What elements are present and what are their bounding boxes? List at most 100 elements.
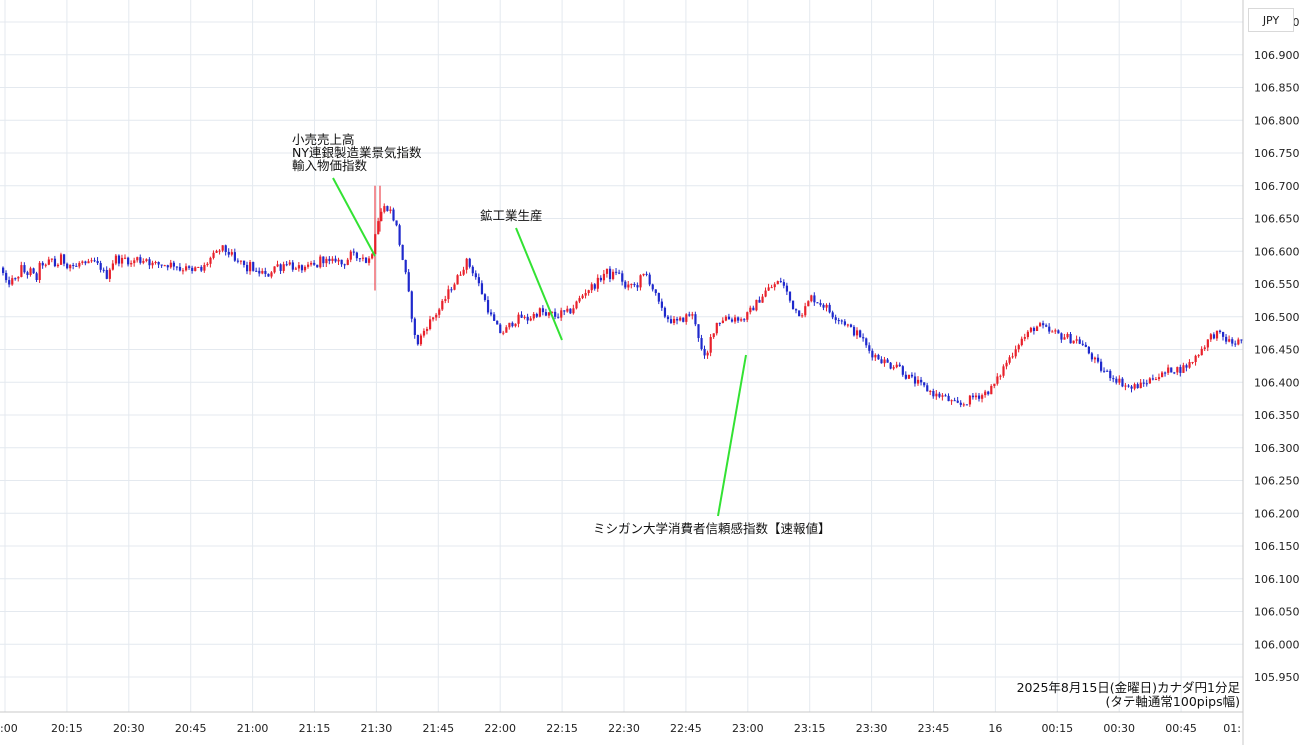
candle-body	[831, 312, 834, 318]
candle-body	[17, 276, 20, 279]
candle-body	[645, 273, 648, 275]
candle-body	[35, 273, 38, 280]
candle-body	[636, 285, 639, 288]
candle-body	[130, 263, 133, 265]
candle-body	[898, 364, 901, 367]
x-tick-label: 22:30	[608, 722, 640, 735]
candle-body	[804, 306, 807, 316]
candle-body	[32, 268, 35, 274]
candle-body	[230, 252, 233, 255]
annotation-line-text: NY連銀製造業景気指数	[292, 145, 422, 160]
candle-body	[917, 379, 920, 384]
candle-body	[1029, 327, 1033, 332]
candle-body	[1191, 362, 1194, 364]
candle-body	[901, 366, 904, 375]
candle-body	[663, 307, 667, 317]
candle-body	[1206, 339, 1209, 348]
candle-body	[868, 345, 871, 351]
candle-body	[14, 278, 17, 280]
candle-body	[447, 289, 450, 300]
candle-body	[111, 263, 114, 270]
candle-body	[340, 259, 343, 265]
x-tick-label: 23:15	[794, 722, 826, 735]
annotation-connector	[515, 227, 563, 341]
candle-body	[1039, 323, 1042, 327]
candle-body	[785, 285, 789, 292]
candle-body	[679, 317, 682, 321]
candle-body	[2, 267, 5, 273]
candle-body	[252, 262, 255, 271]
candle-body	[1093, 357, 1097, 360]
candle-body	[166, 265, 169, 268]
candle-body	[505, 327, 508, 333]
candle-body	[920, 379, 923, 383]
candle-body	[746, 312, 749, 320]
candle-body	[1115, 378, 1118, 383]
candle-body	[682, 317, 685, 322]
candle-body	[758, 299, 761, 303]
candle-body	[163, 265, 166, 267]
candle-body	[791, 300, 795, 310]
candle-body	[419, 335, 423, 345]
candle-body	[666, 316, 670, 320]
candle-body	[642, 273, 645, 276]
candle-body	[1161, 372, 1164, 378]
candle-body	[987, 391, 990, 395]
candle-body	[127, 257, 130, 265]
candle-body	[313, 262, 316, 265]
candle-body	[929, 390, 932, 392]
y-tick-label: 106.900	[1254, 49, 1300, 62]
candle-body	[1005, 362, 1008, 367]
candle-body	[532, 313, 535, 319]
candle-body	[1170, 367, 1173, 373]
candle-body	[261, 270, 264, 274]
candle-body	[1173, 372, 1176, 374]
candle-body	[1164, 372, 1167, 374]
candle-body	[1060, 333, 1063, 340]
candle-body	[819, 303, 822, 305]
candle-body	[1148, 378, 1151, 384]
candle-body	[764, 290, 767, 297]
candle-body	[502, 332, 505, 334]
candle-body	[270, 272, 273, 277]
candle-body	[779, 281, 782, 283]
candle-body	[889, 362, 892, 369]
candle-body	[1197, 355, 1200, 357]
candle-body	[148, 259, 151, 266]
candle-body	[471, 266, 474, 274]
candle-body	[1045, 325, 1048, 327]
candle-body	[770, 287, 773, 289]
candle-body	[1048, 326, 1051, 332]
candle-body	[938, 393, 941, 397]
candle-body	[724, 316, 728, 321]
candle-body	[575, 301, 578, 309]
candle-body	[1081, 343, 1084, 345]
candle-body	[718, 322, 721, 324]
candle-body	[871, 350, 874, 358]
currency-label[interactable]: JPY	[1248, 8, 1294, 32]
x-tick-label: 22:00	[484, 722, 516, 735]
annotation-line-text: 小売売上高	[292, 132, 355, 147]
candle-body	[947, 395, 950, 402]
candle-body	[23, 265, 26, 273]
y-tick-label: 106.400	[1254, 376, 1300, 389]
candle-body	[1032, 327, 1036, 332]
candle-body	[648, 274, 651, 285]
x-tick-label: 00:30	[1103, 722, 1135, 735]
candle-body	[465, 258, 468, 270]
candle-body	[429, 319, 432, 330]
candle-body	[700, 338, 703, 349]
candle-body	[1069, 334, 1072, 344]
candle-body	[657, 292, 660, 302]
candle-body	[651, 284, 654, 290]
x-tick-label: 21:00	[237, 722, 269, 735]
candle-body	[456, 275, 459, 285]
caption-line-2: (タテ軸通常100pips幅)	[1105, 694, 1240, 709]
y-tick-label: 106.650	[1254, 213, 1300, 226]
candle-body	[136, 257, 139, 261]
candle-body	[99, 263, 102, 270]
candle-body	[1185, 365, 1188, 368]
candle-body	[621, 273, 624, 282]
candle-body	[1035, 326, 1039, 332]
candle-body	[93, 260, 96, 262]
